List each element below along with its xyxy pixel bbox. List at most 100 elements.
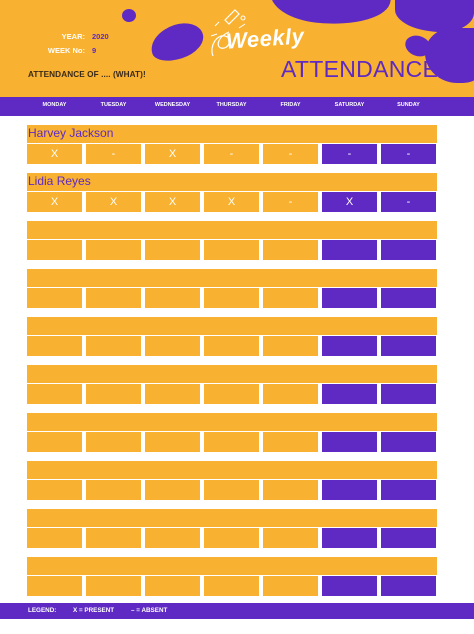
attendance-cell-saturday[interactable]: [322, 480, 377, 500]
attendance-cell-tuesday[interactable]: [86, 576, 141, 596]
attendance-cell-friday[interactable]: -: [263, 144, 318, 164]
attendance-cell-friday[interactable]: [263, 384, 318, 404]
attendance-cell-saturday[interactable]: [322, 576, 377, 596]
attendance-cell-sunday[interactable]: [381, 240, 436, 260]
day-tuesday: TUESDAY: [100, 102, 127, 108]
week-value: 9: [92, 46, 97, 55]
attendance-cell-tuesday[interactable]: [86, 480, 141, 500]
attendance-cell-saturday[interactable]: [322, 528, 377, 548]
attendance-cell-sunday[interactable]: [381, 528, 436, 548]
student-name-field[interactable]: [27, 461, 437, 479]
attendance-cell-monday[interactable]: [27, 384, 82, 404]
attendance-cell-thursday[interactable]: [204, 384, 259, 404]
attendance-cell-thursday[interactable]: X: [204, 192, 259, 212]
student-name-field[interactable]: [27, 269, 437, 287]
student-name-field[interactable]: Lidia Reyes: [27, 173, 437, 191]
attendance-cell-wednesday[interactable]: X: [145, 144, 200, 164]
attendance-cell-sunday[interactable]: [381, 288, 436, 308]
attendance-cell-wednesday[interactable]: [145, 480, 200, 500]
attendance-cell-saturday[interactable]: [322, 384, 377, 404]
attendance-cell-tuesday[interactable]: [86, 432, 141, 452]
attendance-cell-sunday[interactable]: -: [381, 192, 436, 212]
attendance-cell-thursday[interactable]: [204, 288, 259, 308]
attendance-cell-wednesday[interactable]: [145, 528, 200, 548]
year-value: 2020: [92, 32, 109, 41]
student-name-field[interactable]: [27, 413, 437, 431]
attendance-cell-sunday[interactable]: [381, 480, 436, 500]
attendance-cell-tuesday[interactable]: X: [86, 192, 141, 212]
attendance-cell-wednesday[interactable]: [145, 576, 200, 596]
attendance-cell-thursday[interactable]: [204, 576, 259, 596]
student-name-field[interactable]: [27, 317, 437, 335]
attendance-cell-thursday[interactable]: [204, 432, 259, 452]
attendance-cell-thursday[interactable]: -: [204, 144, 259, 164]
attendance-cell-monday[interactable]: [27, 240, 82, 260]
attendance-cell-monday[interactable]: [27, 336, 82, 356]
student-name-field[interactable]: [27, 557, 437, 575]
student-name: Lidia Reyes: [28, 174, 91, 188]
attendance-cell-sunday[interactable]: [381, 432, 436, 452]
attendance-cell-saturday[interactable]: [322, 432, 377, 452]
attendance-cell-friday[interactable]: [263, 432, 318, 452]
attendance-cell-wednesday[interactable]: [145, 336, 200, 356]
attendance-cell-saturday[interactable]: [322, 240, 377, 260]
day-wednesday: WEDNESDAY: [154, 102, 191, 108]
day-friday: FRIDAY: [280, 102, 301, 108]
attendance-cell-friday[interactable]: [263, 240, 318, 260]
attendance-cell-friday[interactable]: [263, 480, 318, 500]
attendance-cell-tuesday[interactable]: [86, 528, 141, 548]
weekday-header-bar: MONDAY TUESDAY WEDNESDAY THURSDAY FRIDAY…: [0, 97, 474, 116]
legend-bar: LEGEND: X = PRESENT – = ABSENT: [0, 603, 474, 619]
attendance-cell-friday[interactable]: [263, 336, 318, 356]
attendance-cell-monday[interactable]: [27, 528, 82, 548]
weekly-title: Weekly: [225, 23, 306, 54]
attendance-cell-thursday[interactable]: [204, 480, 259, 500]
attendance-cell-sunday[interactable]: -: [381, 144, 436, 164]
attendance-cell-friday[interactable]: [263, 288, 318, 308]
attendance-cell-wednesday[interactable]: [145, 384, 200, 404]
attendance-of-label: ATTENDANCE OF .... (WHAT)!: [28, 70, 146, 79]
attendance-cell-saturday[interactable]: [322, 336, 377, 356]
week-field: WEEK No: 9: [43, 46, 96, 55]
attendance-cell-tuesday[interactable]: [86, 384, 141, 404]
attendance-cell-wednesday[interactable]: [145, 288, 200, 308]
attendance-cell-wednesday[interactable]: [145, 240, 200, 260]
day-thursday: THURSDAY: [216, 102, 247, 108]
day-monday: MONDAY: [42, 102, 67, 108]
attendance-cell-monday[interactable]: [27, 432, 82, 452]
attendance-cell-saturday[interactable]: X: [322, 192, 377, 212]
attendance-cell-tuesday[interactable]: [86, 336, 141, 356]
attendance-cell-saturday[interactable]: -: [322, 144, 377, 164]
attendance-cell-monday[interactable]: [27, 288, 82, 308]
student-name-field[interactable]: [27, 221, 437, 239]
attendance-cell-monday[interactable]: X: [27, 192, 82, 212]
student-name: Harvey Jackson: [28, 126, 114, 140]
attendance-cell-wednesday[interactable]: X: [145, 192, 200, 212]
year-label: YEAR:: [61, 32, 85, 41]
day-saturday: SATURDAY: [334, 102, 365, 108]
attendance-cell-friday[interactable]: [263, 528, 318, 548]
attendance-cell-tuesday[interactable]: [86, 240, 141, 260]
legend-present: X = PRESENT: [73, 607, 115, 614]
paint-blob: [122, 9, 136, 22]
attendance-cell-monday[interactable]: X: [27, 144, 82, 164]
attendance-cell-monday[interactable]: [27, 576, 82, 596]
attendance-cell-thursday[interactable]: [204, 528, 259, 548]
attendance-cell-sunday[interactable]: [381, 384, 436, 404]
attendance-cell-sunday[interactable]: [381, 576, 436, 596]
attendance-cell-thursday[interactable]: [204, 240, 259, 260]
day-sunday: SUNDAY: [397, 102, 420, 108]
student-name-field[interactable]: [27, 365, 437, 383]
student-name-field[interactable]: [27, 509, 437, 527]
attendance-cell-wednesday[interactable]: [145, 432, 200, 452]
legend-label: LEGEND:: [28, 607, 57, 614]
attendance-cell-tuesday[interactable]: -: [86, 144, 141, 164]
attendance-cell-sunday[interactable]: [381, 336, 436, 356]
attendance-cell-friday[interactable]: -: [263, 192, 318, 212]
attendance-cell-monday[interactable]: [27, 480, 82, 500]
student-name-field[interactable]: Harvey Jackson: [27, 125, 437, 143]
attendance-cell-saturday[interactable]: [322, 288, 377, 308]
attendance-cell-friday[interactable]: [263, 576, 318, 596]
attendance-cell-tuesday[interactable]: [86, 288, 141, 308]
attendance-cell-thursday[interactable]: [204, 336, 259, 356]
